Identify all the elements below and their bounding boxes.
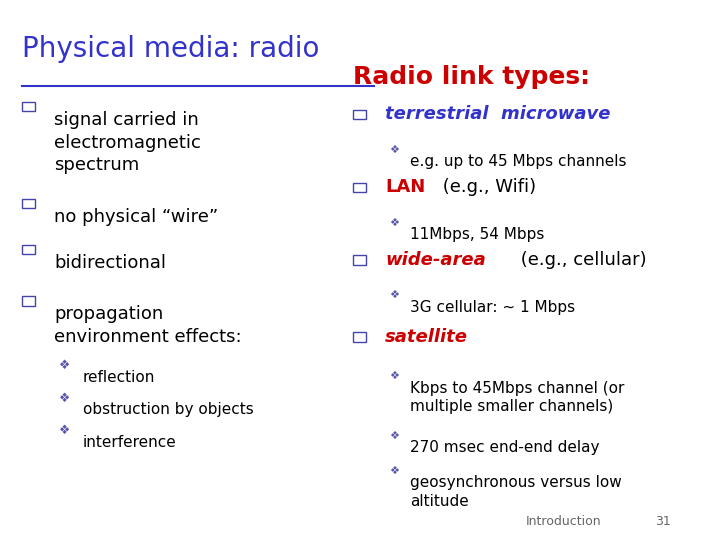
Text: Radio link types:: Radio link types: [353,65,590,89]
Text: ❖: ❖ [59,424,71,437]
Text: (e.g., cellular): (e.g., cellular) [516,251,647,269]
Text: 31: 31 [655,515,671,528]
Text: propagation
environment effects:: propagation environment effects: [54,305,242,346]
Text: 270 msec end-end delay: 270 msec end-end delay [410,440,600,455]
Text: e.g. up to 45 Mbps channels: e.g. up to 45 Mbps channels [410,154,627,169]
Text: Introduction: Introduction [526,515,601,528]
Text: 11Mbps, 54 Mbps: 11Mbps, 54 Mbps [410,227,545,242]
Bar [353,255,366,265]
Text: ❖: ❖ [390,145,400,154]
Bar [353,183,366,192]
Text: bidirectional: bidirectional [54,254,166,272]
Text: interference: interference [83,435,176,450]
Text: geosynchronous versus low
altitude: geosynchronous versus low altitude [410,475,622,509]
Text: signal carried in
electromagnetic
spectrum: signal carried in electromagnetic spectr… [54,111,201,174]
Text: obstruction by objects: obstruction by objects [83,402,253,417]
Text: 3G cellular: ~ 1 Mbps: 3G cellular: ~ 1 Mbps [410,300,575,315]
Text: ❖: ❖ [59,392,71,404]
Text: no physical “wire”: no physical “wire” [54,208,218,226]
Text: wide-area: wide-area [385,251,486,269]
Text: Physical media: radio: Physical media: radio [22,35,319,63]
Bar [22,296,35,306]
Bar [353,332,366,342]
Text: ❖: ❖ [390,372,400,381]
Bar [22,199,35,208]
Bar [353,110,366,119]
Bar [22,245,35,254]
Bar [22,102,35,111]
Text: reflection: reflection [83,370,156,385]
Text: LAN: LAN [385,178,426,197]
Text: satellite: satellite [385,328,468,346]
Text: ❖: ❖ [390,431,400,441]
Text: (e.g., Wifi): (e.g., Wifi) [437,178,536,197]
Text: ❖: ❖ [390,466,400,476]
Text: ❖: ❖ [390,291,400,300]
Text: Kbps to 45Mbps channel (or
multiple smaller channels): Kbps to 45Mbps channel (or multiple smal… [410,381,625,414]
Text: ❖: ❖ [390,218,400,227]
Text: terrestrial  microwave: terrestrial microwave [385,105,611,124]
Text: ❖: ❖ [59,359,71,372]
